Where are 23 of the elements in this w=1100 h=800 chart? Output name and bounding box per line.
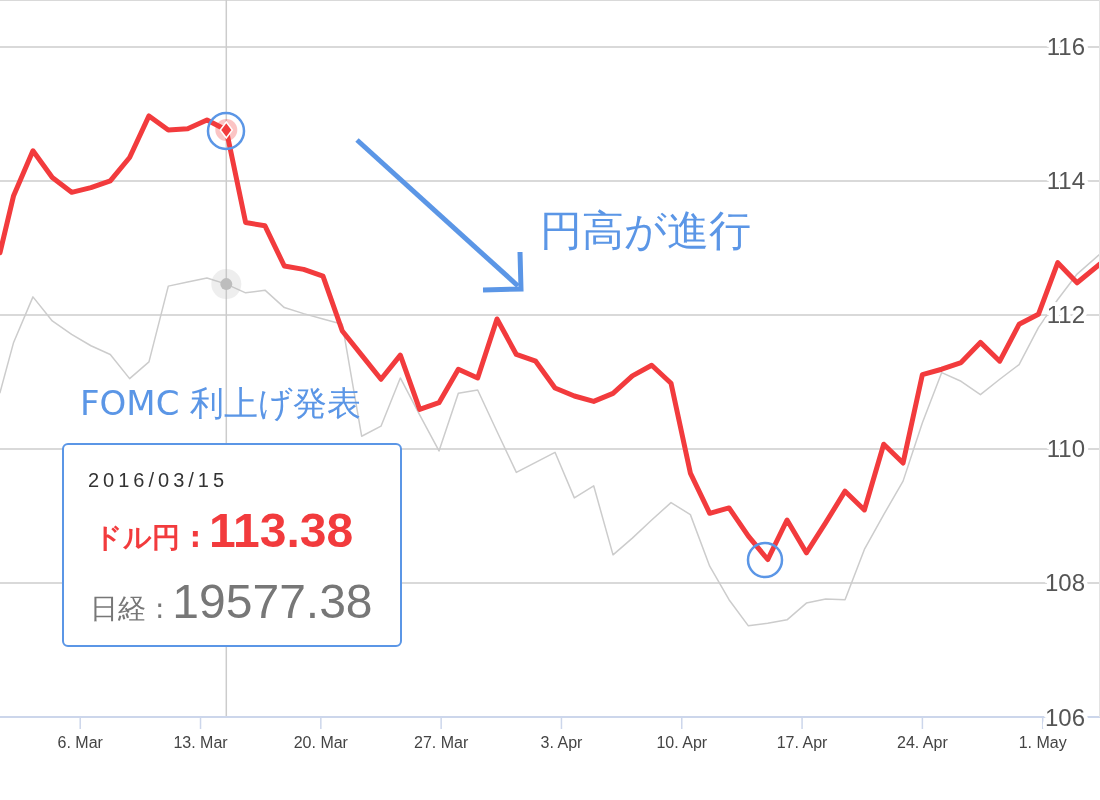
annotation: 19577.38 — [172, 575, 373, 628]
annotation: ドル円 : — [94, 521, 201, 554]
x-tick-label: 17. Apr — [776, 734, 829, 752]
x-tick-label: 3. Apr — [540, 734, 584, 752]
x-tick-label: 10. Apr — [656, 734, 708, 752]
line-series — [0, 253, 1100, 627]
y-tick-label: 114 — [1046, 167, 1085, 195]
y-tick-label: 112 — [1046, 301, 1085, 329]
annotation: FOMC 利上げ発表 — [80, 383, 362, 423]
annotation: 日経 : — [90, 592, 165, 625]
annotation: 113.38 — [208, 504, 354, 557]
x-tick-label: 24. Apr — [897, 734, 949, 752]
x-tick-label: 27. Mar — [414, 734, 469, 752]
annotation: 円高が進行 — [540, 206, 751, 255]
y-tick-label: 108 — [1044, 569, 1085, 597]
x-tick-label: 20. Mar — [293, 734, 349, 752]
x-tick-label: 13. Mar — [173, 734, 229, 752]
y-tick-label: 116 — [1046, 33, 1085, 61]
y-tick-label: 110 — [1046, 435, 1085, 463]
x-tick-label: 1. May — [1018, 734, 1067, 752]
annotation: 2016/03/15 — [88, 469, 229, 491]
x-tick-label: 6. Mar — [57, 734, 104, 752]
y-tick-label: 106 — [1044, 703, 1085, 731]
